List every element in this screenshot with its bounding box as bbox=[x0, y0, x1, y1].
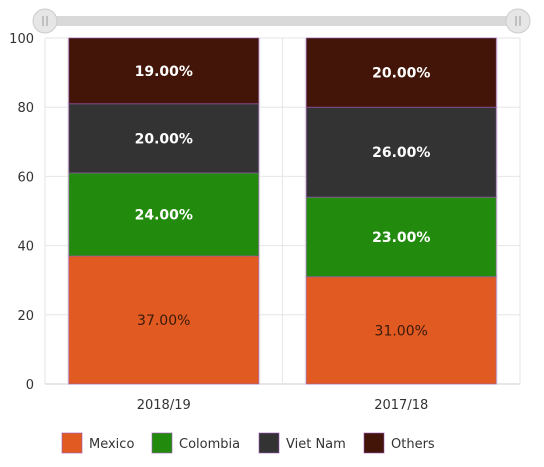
y-tick-label: 100 bbox=[9, 32, 34, 47]
legend-swatch-others[interactable] bbox=[363, 432, 385, 454]
y-axis: 0 20 40 60 80 100 bbox=[9, 32, 34, 393]
data-label-mexico: 31.00% bbox=[375, 323, 428, 339]
data-label-colombia: 24.00% bbox=[135, 207, 193, 223]
legend-label-mexico[interactable]: Mexico bbox=[89, 437, 134, 452]
y-tick-label: 0 bbox=[26, 378, 34, 393]
legend-label-viet-nam[interactable]: Viet Nam bbox=[286, 437, 346, 452]
data-label-others: 19.00% bbox=[135, 64, 193, 80]
legend: Mexico Colombia Viet Nam Others bbox=[61, 432, 435, 454]
legend-item-colombia[interactable]: Colombia bbox=[151, 432, 240, 454]
data-label-colombia: 23.00% bbox=[372, 230, 430, 246]
y-tick-label: 80 bbox=[17, 101, 34, 116]
legend-swatch-colombia[interactable] bbox=[151, 432, 173, 454]
legend-label-others[interactable]: Others bbox=[391, 437, 435, 452]
y-tick-label: 20 bbox=[17, 309, 34, 324]
legend-swatch-mexico[interactable] bbox=[61, 432, 83, 454]
x-axis: 2018/19 2017/18 bbox=[137, 398, 429, 413]
range-slider-left-handle[interactable] bbox=[32, 8, 58, 34]
range-slider[interactable] bbox=[32, 8, 531, 34]
bar-segment-others[interactable] bbox=[68, 37, 260, 105]
bar-segment-mexico[interactable] bbox=[68, 255, 260, 385]
bar-segment-colombia[interactable] bbox=[68, 172, 260, 257]
bar-segment-viet-nam[interactable] bbox=[305, 106, 497, 198]
bar-segment-others[interactable] bbox=[305, 37, 497, 108]
legend-swatch-viet-nam[interactable] bbox=[258, 432, 280, 454]
bar-segment-colombia[interactable] bbox=[305, 196, 497, 278]
x-tick-label: 2018/19 bbox=[137, 398, 191, 413]
data-label-viet-nam: 26.00% bbox=[372, 145, 430, 161]
range-slider-right-handle[interactable] bbox=[505, 8, 531, 34]
legend-item-others[interactable]: Others bbox=[363, 432, 435, 454]
range-slider-track[interactable] bbox=[40, 16, 520, 26]
legend-item-mexico[interactable]: Mexico bbox=[61, 432, 134, 454]
y-tick-label: 40 bbox=[17, 240, 34, 255]
bar-segment-viet-nam[interactable] bbox=[68, 103, 260, 174]
legend-item-viet-nam[interactable]: Viet Nam bbox=[258, 432, 346, 454]
x-tick-label: 2017/18 bbox=[374, 398, 428, 413]
data-label-others: 20.00% bbox=[372, 66, 430, 82]
data-label-mexico: 37.00% bbox=[137, 313, 190, 329]
legend-label-colombia[interactable]: Colombia bbox=[179, 437, 240, 452]
y-tick-label: 60 bbox=[17, 170, 34, 185]
bars: 37.00% 24.00% 20.00% 19.00% 31.00% 23.00% 26.0… bbox=[68, 37, 497, 385]
data-label-viet-nam: 20.00% bbox=[135, 131, 193, 147]
